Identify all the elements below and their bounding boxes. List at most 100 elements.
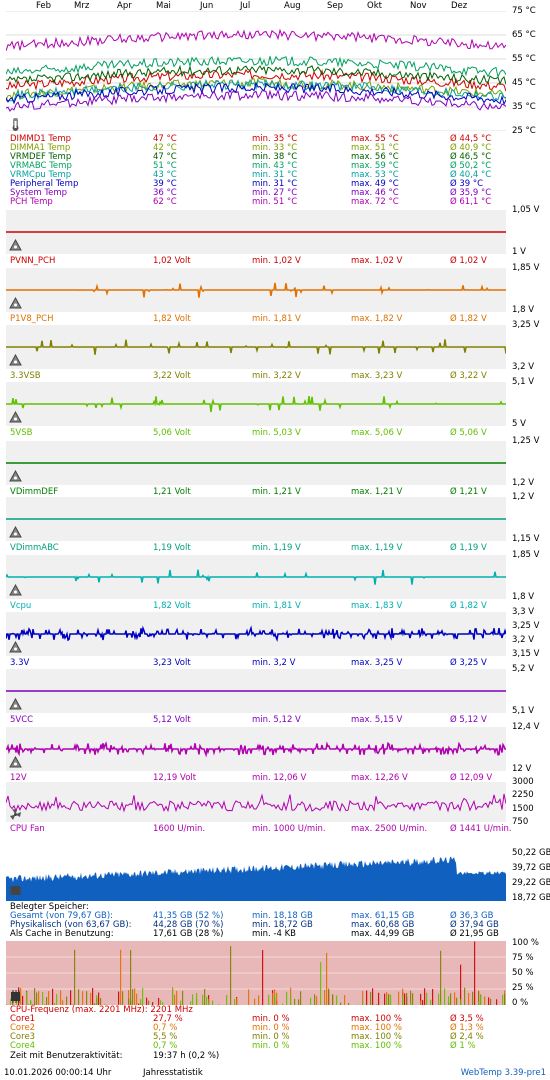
temp-legend-name: System Temp <box>10 188 68 198</box>
cpu-load-bar <box>66 996 68 1005</box>
temp-legend-name: DIMMD1 Temp <box>10 134 72 144</box>
memory-legend-cur: 17,61 GB (28 %) <box>153 929 224 939</box>
version-link[interactable]: WebTemp 3.39-pre1 <box>460 1068 546 1078</box>
cpu-load-bar <box>182 990 184 1005</box>
cpu-load-bar <box>336 995 338 1005</box>
temp-legend-cur: 36 °C <box>153 188 177 198</box>
cpu-load-bar <box>120 949 122 1005</box>
cpu-load-bar <box>426 992 428 1005</box>
temp-legend-avg: Ø 40,4 °C <box>450 170 492 180</box>
voltage-legend-name: 3.3VSB <box>10 371 41 381</box>
cpu-load-bar <box>366 990 368 1005</box>
memory-chip-icon <box>9 884 22 897</box>
cpu-load-bar <box>496 999 498 1005</box>
voltage-legend-avg: Ø 3,25 V <box>450 658 487 668</box>
cpu-load-bar <box>424 988 426 1005</box>
temp-axis-label: 25 °C <box>512 126 536 136</box>
month-label: Mrz <box>74 1 90 11</box>
cpu-load-bar <box>136 993 138 1005</box>
temp-axis-label: 55 °C <box>512 54 536 64</box>
temp-legend-min: min. 43 °C <box>252 161 298 171</box>
fan-series-line <box>6 793 506 813</box>
voltage-chart <box>6 612 506 656</box>
cpu-load-bar <box>438 993 440 1005</box>
cpu-load-bar <box>444 988 446 1005</box>
temp-legend-min: min. 27 °C <box>252 188 298 198</box>
cpu-legend-avg: Ø 1 % <box>450 1041 476 1051</box>
voltage-legend-cur: 1,19 Volt <box>153 543 191 553</box>
voltage-axis-label: 1,85 V <box>512 550 540 560</box>
cpu-load-bar <box>502 994 504 1005</box>
cpu-load-bar <box>340 1002 342 1005</box>
temp-legend-name: VRMCpu Temp <box>10 170 72 180</box>
voltage-legend-name: 5VSB <box>10 428 33 438</box>
fan-min: min. 1000 U/min. <box>252 824 326 834</box>
cpu-load-bar <box>206 996 208 1005</box>
cpu-legend-min: min. 0 % <box>252 1023 290 1033</box>
cpu-load-bar <box>274 994 276 1005</box>
voltage-chart <box>6 555 506 599</box>
cpu-axis-label: 100 % <box>512 938 540 948</box>
temp-axis-label: 35 °C <box>512 102 536 112</box>
memory-legend-name: Physikalisch (von 63,67 GB): <box>10 920 132 930</box>
voltage-axis-label: 1,15 V <box>512 534 540 544</box>
voltage-legend-max: max. 3,23 V <box>351 371 403 381</box>
cpu-load-bar <box>406 993 408 1005</box>
voltage-legend-max: max. 5,15 V <box>351 715 403 725</box>
cpu-load-bar <box>160 1000 162 1005</box>
cpu-load-bar <box>272 992 274 1005</box>
cpu-load-bar <box>204 989 206 1005</box>
cpu-legend-avg: Ø 1,3 % <box>450 1023 484 1033</box>
voltage-axis-label: 12 V <box>512 764 532 774</box>
voltage-icon <box>9 297 22 310</box>
cpu-load-bar <box>468 992 470 1005</box>
temp-legend-name: DIMMA1 Temp <box>10 143 71 153</box>
voltage-series-line <box>6 625 506 642</box>
cpu-legend-cur: 5,5 % <box>153 1032 178 1042</box>
cpu-load-bar <box>320 962 322 1005</box>
cpu-load-bar <box>376 1004 378 1005</box>
temp-series-line <box>6 77 506 101</box>
voltage-icon <box>9 239 22 252</box>
activity-value: 19:37 h (0,2 %) <box>153 1051 220 1061</box>
cpu-load-bar <box>70 990 72 1005</box>
cpu-load-bar <box>94 1003 96 1005</box>
month-label: Okt <box>367 1 382 11</box>
cpu-load-bar <box>140 999 142 1005</box>
month-label: Nov <box>410 1 427 11</box>
voltage-legend-cur: 5,06 Volt <box>153 428 191 438</box>
cpu-chip-icon <box>9 990 22 1003</box>
voltage-axis-label: 3,2 V <box>512 635 535 645</box>
cpu-load-bar <box>146 997 148 1005</box>
fan-icon <box>9 808 22 821</box>
cpu-load-bar <box>234 998 236 1005</box>
temp-legend-cur: 43 °C <box>153 170 177 180</box>
voltage-legend-max: max. 1,82 V <box>351 314 403 324</box>
memory-legend-avg: Ø 37,94 GB <box>450 920 499 930</box>
cpu-load-bar <box>504 993 506 1005</box>
voltage-legend-name: PVNN_PCH <box>10 256 56 266</box>
cpu-load-bar <box>32 1003 34 1005</box>
cpu-load-bar <box>430 999 432 1005</box>
cpu-load-bar <box>484 996 486 1005</box>
voltage-legend-avg: Ø 1,02 V <box>450 256 487 266</box>
cpu-load-bar <box>362 1000 364 1005</box>
cpu-load-bar <box>148 1000 150 1005</box>
cpu-axis-label: 75 % <box>512 953 534 963</box>
temp-axis-label: 65 °C <box>512 30 536 40</box>
cpu-load-bar <box>386 997 388 1005</box>
cpu-load-bar <box>460 999 462 1005</box>
fan-axis-label: 3000 <box>512 777 534 787</box>
month-label: Apr <box>117 1 132 11</box>
cpu-load-bar <box>450 993 452 1005</box>
fan-current: 1600 U/min. <box>153 824 206 834</box>
cpu-load-bar <box>78 989 80 1005</box>
cpu-load-bar <box>378 992 380 1005</box>
temp-legend-max: max. 53 °C <box>351 170 399 180</box>
voltage-legend-avg: Ø 12,09 V <box>450 773 493 783</box>
cpu-load-bar <box>262 950 264 1005</box>
cpu-load-bar <box>196 992 198 1005</box>
cpu-load-bar <box>46 997 48 1005</box>
voltage-chart <box>6 325 506 369</box>
voltage-icon <box>9 526 22 539</box>
